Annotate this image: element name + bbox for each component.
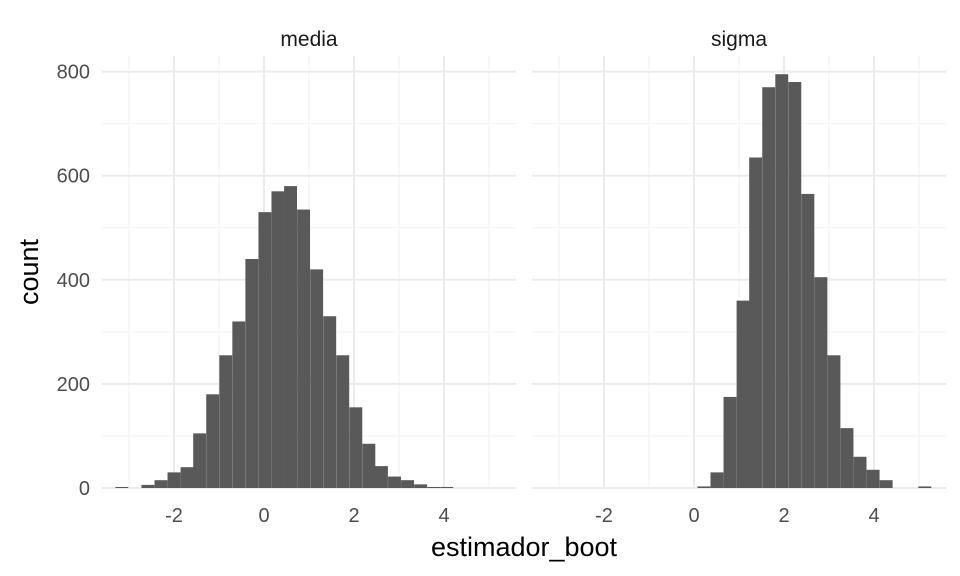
y-tick-label: 600 (57, 166, 90, 188)
histogram-bar (866, 469, 880, 488)
histogram-bar (414, 484, 428, 488)
histogram-bar (879, 480, 893, 488)
facet-panel-sigma: sigma -2 0 2 4 (532, 28, 946, 527)
histogram-bar (284, 186, 298, 488)
histogram-bar (827, 355, 841, 488)
x-tick-label: 4 (868, 505, 879, 527)
histogram-bar (180, 467, 194, 488)
y-tick-label: 400 (57, 270, 90, 292)
histogram-bar (310, 269, 324, 488)
histogram-bar (918, 486, 932, 488)
y-tick-label: 800 (57, 62, 90, 84)
histogram-bar (115, 486, 129, 488)
histogram-bar (232, 321, 246, 488)
x-tick-label: -2 (165, 505, 183, 527)
histogram-bar (710, 472, 724, 488)
histogram-bar (840, 428, 854, 488)
histogram-bar (219, 355, 233, 488)
histogram-bar (323, 316, 337, 488)
x-tick-label: 2 (348, 505, 359, 527)
histogram-bar (193, 433, 207, 488)
facet-panel-media: media -2 0 2 4 0 200 400 600 800 (57, 28, 516, 527)
x-tick-label: 0 (688, 505, 699, 527)
histogram-bar (258, 212, 272, 488)
histogram-bar (749, 157, 763, 489)
x-tick-label: 2 (778, 505, 789, 527)
histogram-bar (775, 74, 789, 489)
facet-strip-label: media (280, 28, 338, 51)
histogram-bar (736, 300, 750, 488)
histogram-bar (297, 209, 311, 488)
histogram-bar (271, 191, 285, 488)
histogram-bar (167, 472, 181, 488)
histogram-bar (401, 480, 415, 488)
histogram-bar (814, 277, 828, 488)
histogram-bar (723, 396, 737, 488)
histogram-bar (388, 476, 401, 488)
histogram-bar (245, 258, 259, 488)
histogram-bar (697, 486, 711, 488)
y-tick-label: 200 (57, 374, 90, 396)
histogram-bar (362, 443, 376, 488)
histogram-bar (801, 193, 815, 488)
histogram-bar (374, 466, 388, 488)
histogram-bar (762, 87, 776, 488)
histogram-bar (206, 394, 220, 488)
histogram-bar (336, 355, 350, 488)
x-axis-title: estimador_boot (431, 532, 618, 562)
facet-strip-label: sigma (711, 28, 767, 51)
histogram-bar (853, 456, 867, 488)
histogram-bar (440, 486, 454, 488)
x-tick-label: 0 (258, 505, 269, 527)
histogram-bar (154, 480, 168, 488)
y-axis-title: count (14, 238, 44, 305)
histogram-bar (141, 484, 155, 488)
histogram-bar (788, 82, 802, 488)
histogram-bar (349, 407, 363, 488)
histogram-bar (427, 486, 441, 488)
y-tick-label: 0 (79, 478, 90, 500)
x-tick-label: 4 (438, 505, 449, 527)
x-tick-label: -2 (595, 505, 613, 527)
